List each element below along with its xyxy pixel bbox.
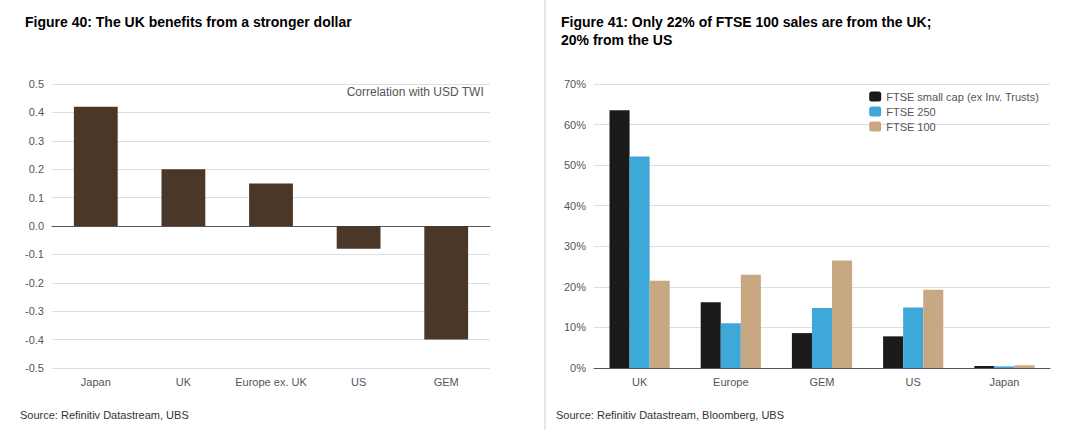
svg-text:Source: Refinitiv Datastream,: Source: Refinitiv Datastream, Bloomberg,… [556, 409, 784, 421]
svg-text:Figure 41: Only 22% of FTSE 10: Figure 41: Only 22% of FTSE 100 sales ar… [561, 14, 931, 30]
svg-text:70%: 70% [564, 78, 586, 90]
svg-text:20% from the US: 20% from the US [561, 32, 672, 48]
svg-text:GEM: GEM [809, 376, 834, 388]
svg-text:Source: Refinitiv Datastream,: Source: Refinitiv Datastream, UBS [20, 409, 189, 421]
svg-text:GEM: GEM [434, 376, 459, 388]
svg-text:Japan: Japan [81, 376, 111, 388]
svg-text:-0.2: -0.2 [25, 277, 44, 289]
svg-text:Europe: Europe [713, 376, 748, 388]
svg-text:UK: UK [176, 376, 192, 388]
svg-text:0.2: 0.2 [29, 163, 44, 175]
svg-text:30%: 30% [564, 240, 586, 252]
svg-text:Europe ex. UK: Europe ex. UK [235, 376, 307, 388]
svg-text:Japan: Japan [989, 376, 1019, 388]
svg-text:-0.4: -0.4 [25, 334, 44, 346]
svg-text:0%: 0% [570, 362, 586, 374]
svg-text:Figure 40: The UK benefits fro: Figure 40: The UK benefits from a strong… [25, 14, 352, 30]
svg-text:0.3: 0.3 [29, 135, 44, 147]
svg-text:60%: 60% [564, 119, 586, 131]
svg-text:UK: UK [632, 376, 648, 388]
svg-text:20%: 20% [564, 281, 586, 293]
svg-text:50%: 50% [564, 159, 586, 171]
svg-text:10%: 10% [564, 321, 586, 333]
svg-text:FTSE small cap (ex Inv. Trusts: FTSE small cap (ex Inv. Trusts) [886, 91, 1039, 103]
svg-text:Correlation with USD TWI: Correlation with USD TWI [347, 85, 484, 99]
svg-text:-0.5: -0.5 [25, 362, 44, 374]
svg-text:0.1: 0.1 [29, 192, 44, 204]
svg-text:-0.3: -0.3 [25, 305, 44, 317]
svg-text:0.5: 0.5 [29, 78, 44, 90]
svg-text:FTSE 100: FTSE 100 [886, 121, 936, 133]
svg-text:FTSE 250: FTSE 250 [886, 106, 936, 118]
svg-text:40%: 40% [564, 200, 586, 212]
svg-text:0.4: 0.4 [29, 106, 44, 118]
svg-text:US: US [351, 376, 366, 388]
svg-text:-0.1: -0.1 [25, 248, 44, 260]
svg-text:0.0: 0.0 [29, 220, 44, 232]
svg-text:US: US [906, 376, 921, 388]
